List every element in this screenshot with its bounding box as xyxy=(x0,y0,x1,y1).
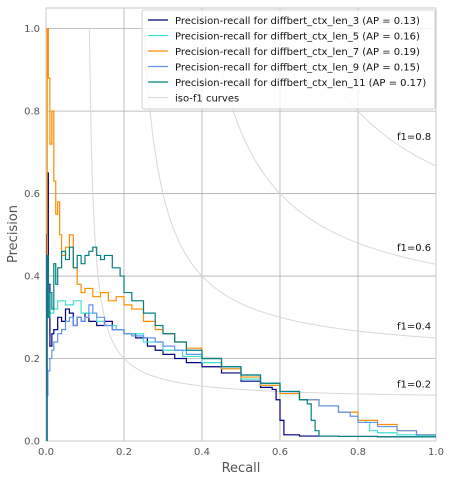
legend-entry-label: Precision-recall for diffbert_ctx_len_7 … xyxy=(175,47,420,58)
x-tick-label: 0.2 xyxy=(116,447,132,458)
iso-f1-curve-1 xyxy=(143,28,436,339)
iso-f1-label: f1=0.4 xyxy=(397,322,431,333)
y-tick-label: 0.6 xyxy=(24,189,40,200)
x-tick-label: 0.6 xyxy=(272,447,288,458)
legend-entry-label: iso-f1 curves xyxy=(175,93,239,104)
legend-entry-label: Precision-recall for diffbert_ctx_len_5 … xyxy=(175,31,420,42)
y-tick-label: 0.0 xyxy=(24,437,40,448)
legend: Precision-recall for diffbert_ctx_len_3 … xyxy=(141,9,436,110)
series-lines xyxy=(46,28,436,441)
iso-f1-labels: f1=0.2 f1=0.4 f1=0.6 f1=0.8 xyxy=(397,132,431,390)
y-tick-label: 0.8 xyxy=(24,107,40,118)
x-tick-label: 0.8 xyxy=(350,447,366,458)
iso-f1-label: f1=0.2 xyxy=(397,379,431,390)
plot-frame xyxy=(45,7,437,442)
series-line-diffbert_ctx_len_11 xyxy=(46,246,436,441)
iso-f1-curve-2 xyxy=(212,28,436,265)
tick-labels: 0.0 0.2 0.4 0.6 0.8 1.0 0.0 0.2 0.4 0.6 0.8 1.0 xyxy=(24,24,444,458)
iso-f1-label: f1=0.8 xyxy=(397,132,431,143)
iso-f1-label: f1=0.6 xyxy=(397,243,431,254)
series-line-diffbert_ctx_len_9 xyxy=(46,304,436,441)
y-tick-label: 1.0 xyxy=(24,24,40,35)
legend-box xyxy=(141,9,436,110)
legend-entry-label: Precision-recall for diffbert_ctx_len_9 … xyxy=(175,62,420,73)
y-axis-label: Precision xyxy=(6,205,21,263)
legend-entry-label: Precision-recall for diffbert_ctx_len_3 … xyxy=(175,16,420,27)
x-axis-label: Recall xyxy=(222,461,261,476)
x-tick-label: 1.0 xyxy=(428,447,444,458)
iso-f1-curve-0 xyxy=(88,28,436,396)
legend-entry-label: Precision-recall for diffbert_ctx_len_11… xyxy=(175,78,426,89)
x-tick-label: 0.0 xyxy=(38,447,54,458)
x-tick-label: 0.4 xyxy=(194,447,210,458)
y-tick-label: 0.2 xyxy=(24,354,40,365)
y-tick-label: 0.4 xyxy=(24,272,40,283)
